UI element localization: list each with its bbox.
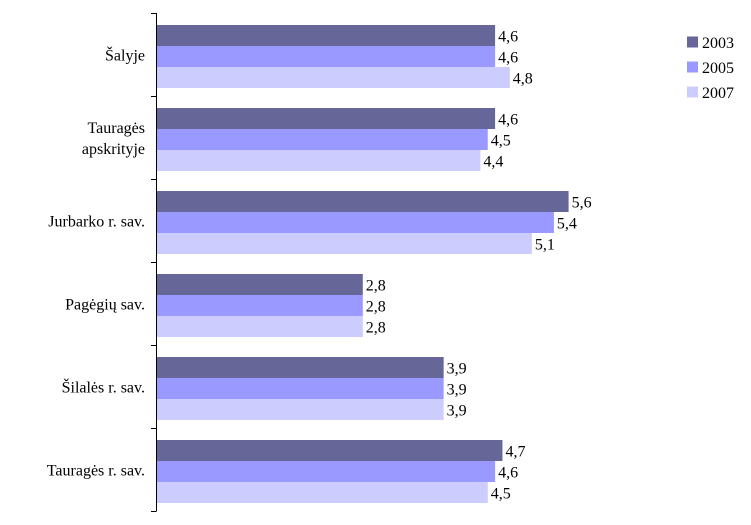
bar-2003 [157,357,444,378]
bar-2005 [157,295,363,316]
bar-2005 [157,129,488,150]
value-label-2007: 2,8 [366,320,386,337]
category-label-line: Šalyje [105,46,145,65]
value-label-2003: 2,8 [366,278,386,295]
value-label-2003: 4,7 [505,444,525,461]
value-label-2007: 4,8 [513,71,533,88]
value-labels: 4,6 4,6 4,8 4,6 4,5 4,4 5,6 5,45,1 2,8 2,8 2,8 3,9 3… [366,29,592,503]
legend-label-2005: 2005 [702,60,734,77]
bar-2007 [157,67,510,88]
value-label-2007: 4,5 [491,486,511,503]
category-label-line: Pagėgių sav. [65,297,145,314]
bar-2005 [157,46,495,67]
bar-2007 [157,150,480,171]
bar-2007 [157,233,532,254]
value-label-2007: 3,9 [447,403,467,420]
category-axis [151,13,157,512]
bar-2007 [157,482,488,503]
bar-2005 [157,212,554,233]
category-label-line: apskrityje [82,141,145,158]
bar-2005 [157,461,495,482]
value-label-2005: 2,8 [366,299,386,316]
category-label-line: Tauragės [87,120,145,137]
bar-2007 [157,316,363,337]
category-label: Pagėgių sav. [65,297,145,314]
category-label-line: Tauragės r. sav. [47,463,145,480]
value-label-2007: 5,1 [535,237,555,254]
value-label-2005: 5,4 [557,216,577,233]
bar-2005 [157,378,444,399]
legend-swatch-2007 [687,87,698,98]
category-label-line: Šilalės r. sav. [62,378,145,397]
category-label: Tauragės apskrityje [82,120,145,158]
value-label-2005: 3,9 [447,382,467,399]
bar-2007 [157,399,444,420]
bar-2003 [157,108,495,129]
bar-2003 [157,440,502,461]
bar-2003 [157,25,495,46]
legend-label-2003: 2003 [702,35,734,52]
category-label: Jurbarko r. sav. [48,214,145,231]
category-label: Šilalės r. sav. [62,378,145,397]
value-label-2005: 4,5 [491,133,511,150]
value-label-2003: 5,6 [572,195,592,212]
category-label: Šalyje [105,46,145,65]
value-label-2003: 3,9 [447,361,467,378]
bars-layer [157,25,569,503]
legend-swatch-2005 [687,62,698,73]
value-label-2005: 4,6 [498,50,518,67]
bar-2003 [157,274,363,295]
category-label: Tauragės r. sav. [47,463,145,480]
value-label-2003: 4,6 [498,112,518,129]
legend-swatch-2003 [687,37,698,48]
category-labels: Šalyje Tauragės apskrityje Jurbarko r. sav.… [47,46,145,480]
bar-2003 [157,191,569,212]
legend-label-2007: 2007 [702,85,734,102]
legend: 2003 2005 2007 [687,35,734,102]
category-label-line: Jurbarko r. sav. [48,214,145,231]
value-label-2007: 4,4 [483,154,503,171]
value-label-2005: 4,6 [498,465,518,482]
value-label-2003: 4,6 [498,29,518,46]
